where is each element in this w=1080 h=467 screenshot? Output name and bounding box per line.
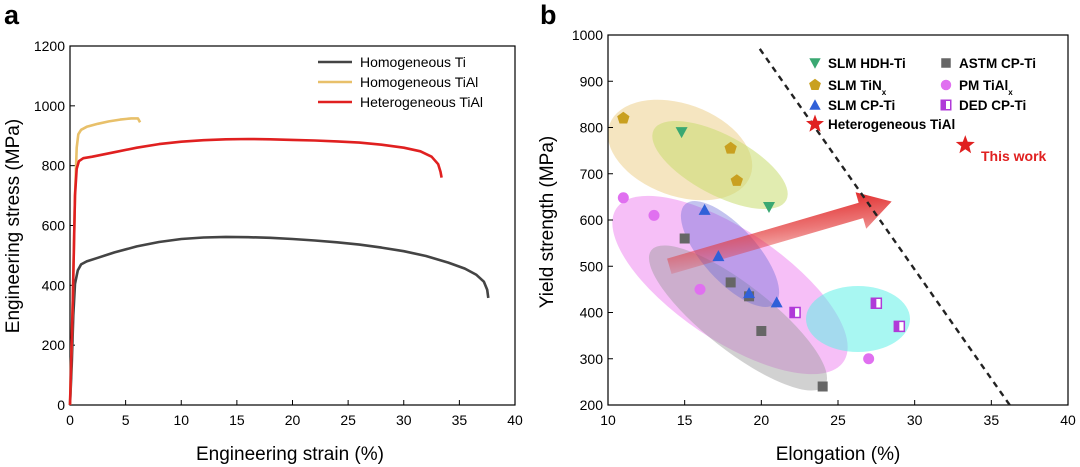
legend-marker-slm-hdh-ti bbox=[809, 58, 821, 69]
x-tick-label: 25 bbox=[830, 412, 846, 428]
y-tick-label: 400 bbox=[42, 277, 66, 293]
legend-label: SLM TiNx bbox=[828, 78, 887, 97]
data-point-slm-cp-ti bbox=[743, 287, 756, 299]
data-point-pm-tialx bbox=[617, 192, 629, 204]
improvement-arrow bbox=[667, 192, 892, 274]
legend-subscript: x bbox=[1008, 88, 1013, 97]
y-tick-label: 200 bbox=[42, 337, 66, 353]
data-point-pm-tialx bbox=[648, 209, 660, 221]
x-tick-label: 40 bbox=[507, 412, 523, 428]
legend-label: Homogeneous TiAl bbox=[360, 74, 478, 90]
legend-label: Homogeneous Ti bbox=[360, 54, 466, 70]
this-work-annotation: This work bbox=[981, 148, 1047, 164]
data-point-astm-cp-ti bbox=[756, 326, 767, 336]
y-tick-label: 600 bbox=[580, 212, 604, 228]
data-point-heterogeneous-tial bbox=[955, 135, 975, 154]
data-point-astm-cp-ti bbox=[679, 233, 690, 244]
marker-fill bbox=[790, 307, 796, 318]
region-slm-hdh-ti-region bbox=[652, 120, 788, 210]
x-tick-label: 35 bbox=[452, 412, 468, 428]
legend-label: Heterogeneous TiAl bbox=[360, 94, 483, 110]
x-tick-label: 10 bbox=[173, 412, 189, 428]
legend-marker-pm-tialx bbox=[940, 79, 952, 91]
data-point-pm-tialx bbox=[694, 283, 706, 295]
arrow-shape bbox=[667, 192, 892, 274]
series-line-homogeneous-ti bbox=[68, 235, 490, 406]
x-tick-label: 30 bbox=[907, 412, 923, 428]
panel-a-legend: Homogeneous Ti Homogeneous TiAl Heterogene… bbox=[318, 54, 483, 110]
legend-label: SLM CP-Ti bbox=[828, 98, 895, 113]
panel-a-label: a bbox=[4, 0, 20, 30]
x-tick-label: 15 bbox=[229, 412, 245, 428]
region-astm-cp-ti-region bbox=[648, 245, 828, 391]
legend-marker-slm-cp-ti bbox=[809, 99, 821, 110]
x-tick-label: 20 bbox=[754, 412, 770, 428]
y-tick-label: 1200 bbox=[34, 38, 65, 54]
x-tick-label: 5 bbox=[122, 412, 130, 428]
y-tick-label: 200 bbox=[580, 397, 604, 413]
panel-b-x-axis-title: Elongation (%) bbox=[776, 444, 901, 465]
data-point-ded-cp-ti bbox=[893, 320, 906, 333]
legend-subscript: x bbox=[882, 88, 887, 97]
data-point-pm-tialx bbox=[863, 353, 875, 365]
marker-fill bbox=[894, 321, 900, 332]
data-point-slm-hdh-ti bbox=[763, 202, 775, 214]
legend-marker-heterogeneous-tial bbox=[806, 114, 824, 132]
y-tick-label: 1000 bbox=[34, 98, 65, 114]
x-tick-label: 0 bbox=[66, 412, 74, 428]
panel-a: a 0 5 10 15 20 25 30 35 40020040060080010001200 … bbox=[3, 0, 523, 465]
legend-label: ASTM CP-Ti bbox=[959, 56, 1036, 71]
data-point-slm-hdh-ti bbox=[675, 127, 688, 139]
legend-marker-slm-tinx bbox=[809, 78, 821, 90]
y-tick-label: 0 bbox=[57, 397, 65, 413]
series-line-heterogeneous-tial bbox=[68, 137, 443, 406]
panel-a-x-axis-title: Engineering strain (%) bbox=[196, 444, 384, 465]
y-tick-label: 700 bbox=[580, 166, 604, 182]
panel-b: b 10 15 20 25 30 35 40 200 300 400 500 600 700 800 900… bbox=[537, 0, 1076, 465]
legend-label: PM TiAlx bbox=[959, 78, 1013, 97]
data-point-astm-cp-ti bbox=[725, 277, 736, 288]
legend-label: Heterogeneous TiAl bbox=[828, 117, 955, 132]
y-tick-label: 500 bbox=[580, 258, 604, 274]
legend-marker-ded-cp-ti bbox=[940, 99, 952, 111]
data-point-astm-cp-ti bbox=[817, 381, 828, 392]
marker-fill bbox=[871, 298, 877, 309]
x-tick-label: 40 bbox=[1060, 412, 1076, 428]
y-tick-label: 900 bbox=[580, 73, 604, 89]
y-tick-label: 600 bbox=[42, 218, 66, 234]
legend-marker-astm-cp-ti bbox=[941, 58, 951, 68]
data-point-slm-tinx bbox=[730, 174, 743, 186]
legend-label: DED CP-Ti bbox=[959, 98, 1026, 113]
panel-b-plot-area: 10 15 20 25 30 35 40 200 300 400 500 600 700 800 900 10… bbox=[572, 27, 1076, 428]
x-tick-label: 30 bbox=[396, 412, 412, 428]
y-tick-label: 800 bbox=[580, 120, 604, 136]
data-point-slm-tinx bbox=[724, 141, 737, 154]
data-point-slm-cp-ti bbox=[698, 203, 711, 215]
panel-b-regions bbox=[608, 99, 910, 391]
x-tick-label: 10 bbox=[600, 412, 616, 428]
marker-fill bbox=[941, 100, 946, 110]
data-point-slm-cp-ti bbox=[770, 296, 783, 308]
panel-b-legend: SLM HDH-Ti ASTM CP-Ti SLM TiNx PM TiAlx SLM … bbox=[806, 56, 1036, 132]
panel-b-label: b bbox=[540, 0, 557, 30]
x-tick-label: 20 bbox=[285, 412, 301, 428]
data-point-slm-tinx bbox=[617, 111, 630, 124]
data-point-slm-cp-ti bbox=[712, 250, 725, 262]
panel-a-y-axis-title: Engineering stress (MPa) bbox=[3, 119, 24, 333]
y-tick-label: 800 bbox=[42, 158, 66, 174]
data-point-ded-cp-ti bbox=[789, 306, 801, 319]
legend-label: SLM HDH-Ti bbox=[828, 56, 906, 71]
data-point-ded-cp-ti bbox=[870, 297, 883, 309]
y-tick-label: 300 bbox=[580, 351, 604, 367]
panel-b-y-axis-title: Yield strength (MPa) bbox=[537, 136, 558, 308]
y-tick-label: 400 bbox=[580, 305, 604, 321]
x-tick-label: 15 bbox=[677, 412, 693, 428]
x-tick-label: 25 bbox=[340, 412, 356, 428]
region-ded-cp-ti-region bbox=[806, 286, 910, 352]
x-tick-label: 35 bbox=[984, 412, 1000, 428]
y-tick-label: 1000 bbox=[572, 27, 603, 43]
